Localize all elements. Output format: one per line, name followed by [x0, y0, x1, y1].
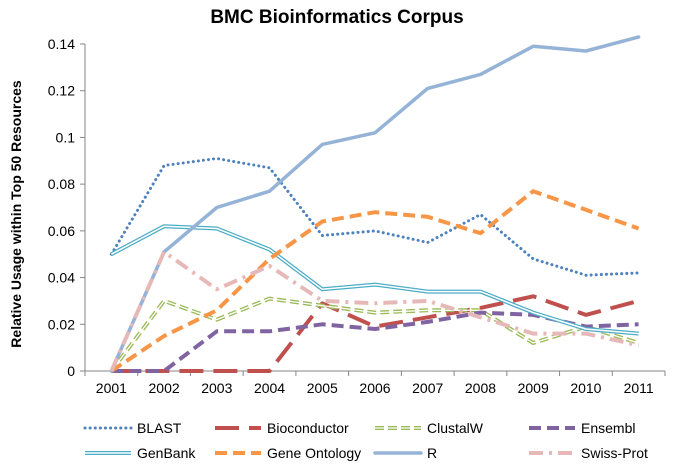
x-tick-label: 2011 [624, 380, 654, 396]
legend-item-bioconductor: Bioconductor [215, 420, 349, 436]
y-tick-label: 0.02 [48, 316, 75, 332]
x-tick-label: 2006 [359, 380, 390, 396]
series-gene-ontology [110, 189, 640, 373]
series-blast [109, 157, 641, 277]
series-line-genbank [110, 224, 639, 336]
series-bioconductor [111, 294, 640, 373]
series-clustalw [109, 296, 640, 373]
legend-label: Swiss-Prot [581, 445, 648, 461]
data-point [638, 300, 639, 301]
legend-item-gene-ontology: Gene Ontology [215, 445, 361, 461]
legend-label: GenBank [137, 445, 196, 461]
legend: BLAST Bioconductor ClustalW Ensembl GenBank G… [83, 420, 648, 461]
x-ticks: 2001 2002 2003 2004 2005 2006 2007 2008 2009 2010… [84, 371, 666, 396]
data-point [269, 258, 270, 259]
y-tick-label: 0 [67, 363, 75, 379]
series-line-bioconductor [111, 294, 640, 373]
legend-label: ClustalW [427, 420, 484, 436]
y-tick-label: 0.12 [48, 83, 75, 99]
x-tick-label: 2009 [518, 380, 549, 396]
y-axis-label: Relative Usage within Top 50 Resources [8, 80, 24, 348]
chart-title: BMC Bioinformatics Corpus [210, 7, 463, 28]
data-point [216, 310, 217, 311]
series-line-swiss-prot [109, 249, 640, 372]
x-tick-label: 2007 [412, 380, 443, 396]
legend-item-clustalw: ClustalW [375, 420, 484, 436]
series-line-blast [109, 157, 641, 277]
y-tick-label: 0.06 [48, 223, 75, 239]
legend-label: BLAST [137, 420, 182, 436]
data-point [322, 300, 323, 301]
y-tick-label: 0.1 [56, 129, 76, 145]
x-tick-label: 2001 [96, 380, 127, 396]
series-r [109, 35, 641, 373]
series-group [109, 35, 641, 373]
legend-item-r: R [373, 445, 437, 461]
legend-label: Bioconductor [267, 420, 349, 436]
legend-item-swiss-prot: Swiss-Prot [529, 445, 648, 461]
legend-label: Gene Ontology [267, 445, 361, 461]
y-tick-label: 0.08 [48, 176, 75, 192]
legend-label: Ensembl [581, 420, 635, 436]
series-line-r [109, 35, 641, 373]
legend-item-ensembl: Ensembl [529, 420, 635, 436]
y-tick-label: 0.14 [48, 36, 75, 52]
series-line-gene-ontology [110, 189, 640, 373]
x-tick-label: 2008 [465, 380, 496, 396]
series-line-genbank-inner [111, 225, 639, 335]
legend-label: R [427, 445, 437, 461]
y-ticks: 0 0.02 0.04 0.06 0.08 0.1 0.12 0.14 [48, 36, 85, 379]
x-tick-label: 2004 [254, 380, 285, 396]
x-tick-label: 2002 [149, 380, 180, 396]
x-tick-label: 2005 [307, 380, 338, 396]
legend-item-genbank: GenBank [85, 445, 196, 461]
x-tick-label: 2003 [201, 380, 232, 396]
series-swiss-prot [109, 249, 640, 372]
series-line-clustalw-inner [110, 297, 639, 372]
legend-item-blast: BLAST [83, 420, 182, 436]
y-tick-label: 0.04 [48, 270, 75, 286]
x-tick-label: 2010 [570, 380, 601, 396]
data-point [427, 300, 428, 301]
series-genbank [110, 224, 639, 336]
